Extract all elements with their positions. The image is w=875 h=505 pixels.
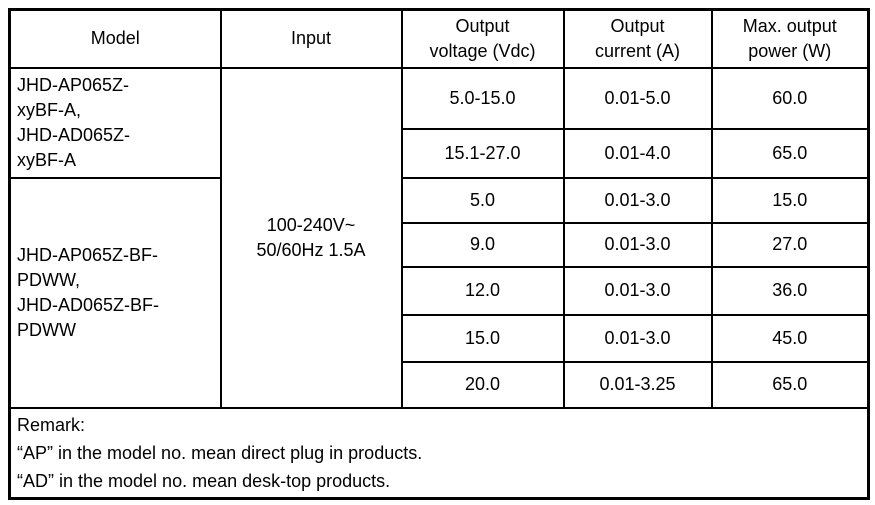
remark-line-ap: “AP” in the model no. mean direct plug i…: [17, 442, 423, 463]
remark-title: Remark:: [17, 414, 86, 435]
table-row: JHD-AP065Z-BF- PDWW, JHD-AD065Z-BF- PDWW…: [8, 176, 870, 409]
output-current-cell: 0.01-3.0: [562, 176, 713, 224]
input-rating-cell: 100-240V~ 50/60Hz 1.5A: [219, 66, 403, 409]
output-current-cell: 0.01-4.0: [562, 127, 713, 179]
max-power-cell: 60.0: [710, 66, 870, 130]
output-voltage-cell: 9.0: [400, 221, 565, 268]
max-power-cell: 45.0: [710, 313, 870, 363]
output-voltage-cell: 20.0: [400, 360, 565, 409]
max-power-cell: 65.0: [710, 127, 870, 179]
remark-line-ad: “AD” in the model no. mean desk-top prod…: [17, 470, 391, 491]
header-max-output-power: Max. output power (W): [710, 8, 870, 69]
header-model: Model: [8, 8, 222, 69]
output-current-cell: 0.01-3.0: [562, 221, 713, 268]
table-row: 20.0 0.01-3.25 65.0: [10, 360, 870, 409]
output-voltage-cell: 15.0: [400, 313, 565, 363]
remark-cell: Remark: “AP” in the model no. mean direc…: [8, 406, 870, 499]
model-group-xybf: JHD-AP065Z- xyBF-A, JHD-AD065Z- xyBF-A: [8, 66, 222, 179]
max-power-cell: 27.0: [710, 221, 870, 268]
remark-row: Remark: “AP” in the model no. mean direc…: [8, 406, 870, 499]
header-row: Model Input Output voltage (Vdc) Output …: [8, 8, 870, 69]
output-current-cell: 0.01-3.25: [562, 360, 713, 409]
output-current-cell: 0.01-3.0: [562, 313, 713, 363]
table-row: 15.0 0.01-3.0 45.0: [10, 313, 870, 363]
output-voltage-cell: 15.1-27.0: [400, 127, 565, 179]
table-row: 9.0 0.01-3.0 27.0: [10, 221, 870, 268]
spec-table: Model Input Output voltage (Vdc) Output …: [8, 8, 870, 500]
output-voltage-cell: 5.0: [400, 176, 565, 224]
max-power-cell: 15.0: [710, 176, 870, 224]
output-voltage-cell: 5.0-15.0: [400, 66, 565, 130]
output-voltage-cell: 12.0: [400, 265, 565, 316]
output-current-cell: 0.01-5.0: [562, 66, 713, 130]
table-row: 12.0 0.01-3.0 36.0: [10, 265, 870, 316]
max-power-cell: 65.0: [710, 360, 870, 409]
header-output-current: Output current (A): [562, 8, 713, 69]
table-row: JHD-AP065Z- xyBF-A, JHD-AD065Z- xyBF-A 1…: [8, 66, 870, 409]
table-row: 15.1-27.0 0.01-4.0 65.0: [10, 127, 870, 179]
header-output-voltage: Output voltage (Vdc): [400, 8, 565, 69]
model-group-pdww: JHD-AP065Z-BF- PDWW, JHD-AD065Z-BF- PDWW: [8, 176, 222, 409]
max-power-cell: 36.0: [710, 265, 870, 316]
output-current-cell: 0.01-3.0: [562, 265, 713, 316]
header-input: Input: [219, 8, 403, 69]
